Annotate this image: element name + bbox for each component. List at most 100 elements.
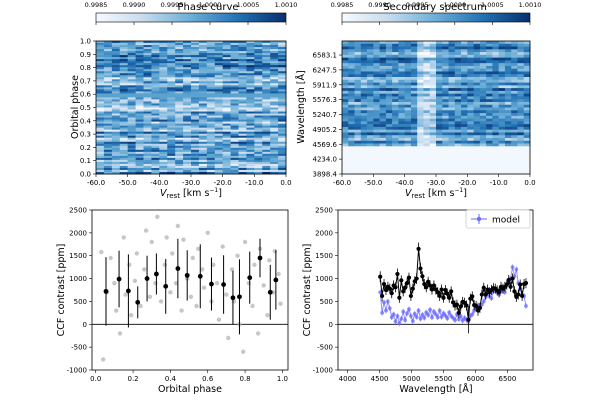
heatmap-cell: [367, 151, 374, 155]
heatmap-cell: [461, 154, 468, 158]
heatmap-cell: [454, 96, 462, 100]
heatmap-cell: [111, 105, 121, 108]
heatmap-cell: [492, 93, 499, 97]
heatmap-cell: [404, 93, 412, 97]
heatmap-cell: [517, 165, 525, 169]
heatmap-cell: [270, 87, 279, 90]
heatmap-cell: [159, 145, 168, 149]
heatmap-cell: [367, 160, 374, 164]
individual-point: [267, 258, 272, 263]
heatmap-cell: [436, 160, 443, 164]
heatmap-cell: [175, 111, 184, 114]
heatmap-cell: [183, 145, 192, 149]
heatmap-cell: [354, 68, 362, 72]
heatmap-cell: [473, 135, 481, 139]
heatmap-cell: [429, 129, 437, 133]
heatmap-cell: [348, 104, 355, 108]
heatmap-cell: [135, 145, 144, 149]
heatmap-cell: [373, 41, 380, 45]
heatmap-cell: [373, 68, 380, 72]
heatmap-cell: [262, 59, 271, 62]
heatmap-cell: [373, 52, 380, 56]
heatmap-cell: [392, 52, 399, 56]
heatmap-cell: [342, 85, 349, 89]
heatmap-cell: [96, 129, 105, 132]
heatmap-cell: [504, 126, 512, 130]
heatmap-cell: [517, 124, 525, 128]
heatmap-cell: [373, 146, 380, 150]
heatmap-cell: [151, 47, 160, 50]
heatmap-cell: [479, 96, 487, 100]
heatmap-cell: [278, 111, 287, 114]
heatmap-cell: [96, 49, 105, 52]
heatmap-cell: [254, 135, 263, 139]
heatmap-cell: [467, 140, 474, 144]
heatmap-cell: [436, 74, 443, 78]
heatmap-cell: [238, 125, 247, 128]
heatmap-cell: [159, 131, 168, 134]
heatmap-cell: [262, 135, 271, 139]
heatmap-cell: [238, 109, 247, 112]
heatmap-cell: [222, 91, 231, 94]
heatmap-cell: [278, 83, 287, 86]
heatmap-cell: [473, 113, 481, 117]
model-point: [408, 314, 413, 318]
heatmap-cell: [222, 119, 231, 122]
heatmap-cell: [183, 101, 192, 104]
heatmap-cell: [511, 110, 518, 114]
heatmap-cell: [417, 77, 424, 81]
heatmap-cell: [517, 146, 525, 150]
heatmap-cell: [159, 143, 168, 147]
heatmap-cell: [262, 99, 271, 102]
heatmap-cell: [191, 75, 200, 78]
heatmap-cell: [410, 165, 418, 169]
heatmap-cell: [523, 63, 531, 67]
heatmap-cell: [175, 159, 184, 163]
heatmap-cell: [230, 159, 239, 163]
heatmap-cell: [262, 41, 271, 44]
heatmap-cell: [262, 125, 271, 128]
heatmap-cell: [167, 121, 176, 124]
heatmap-cell: [175, 121, 184, 124]
heatmap-cell: [135, 71, 144, 74]
heatmap-cell: [214, 167, 223, 171]
heatmap-cell: [127, 73, 136, 76]
heatmap-cell: [119, 95, 128, 98]
heatmap-cell: [127, 101, 136, 104]
data-point: [466, 317, 471, 322]
heatmap-cell: [442, 46, 449, 50]
heatmap-cell: [103, 141, 113, 145]
heatmap-cell: [398, 85, 405, 89]
heatmap-cell: [151, 65, 160, 68]
heatmap-cell: [436, 60, 443, 64]
heatmap-cell: [111, 103, 121, 106]
heatmap-cell: [373, 162, 380, 166]
heatmap-cell: [119, 123, 128, 126]
heatmap-cell: [270, 151, 279, 155]
heatmap-cell: [127, 45, 136, 48]
heatmap-cell: [230, 133, 239, 137]
heatmap-cell: [151, 69, 160, 72]
heatmap-cell: [119, 159, 128, 163]
heatmap-cell: [498, 63, 506, 67]
heatmap-cell: [517, 52, 525, 56]
heatmap-cell: [511, 160, 518, 164]
heatmap-cell: [254, 95, 263, 98]
heatmap-cell: [348, 99, 355, 103]
heatmap-cell: [429, 121, 437, 125]
ccf-wavelength-plot: 4000 4500 5000 5500 6000 6500-1000-5000500100…: [313, 207, 533, 383]
heatmap-cell: [206, 61, 216, 64]
heatmap-cell: [254, 153, 263, 157]
heatmap-cell: [159, 147, 168, 151]
heatmap-cell: [183, 137, 192, 141]
heatmap-cell: [254, 105, 263, 108]
heatmap-cell: [398, 151, 405, 155]
heatmap-cell: [442, 57, 449, 61]
heatmap-cell: [159, 165, 168, 169]
heatmap-cell: [367, 77, 374, 81]
data-point: [414, 276, 419, 281]
heatmap-cell: [230, 45, 239, 48]
heatmap-cell: [191, 87, 200, 90]
data-point: [504, 282, 509, 287]
heatmap-cell: [492, 41, 499, 45]
